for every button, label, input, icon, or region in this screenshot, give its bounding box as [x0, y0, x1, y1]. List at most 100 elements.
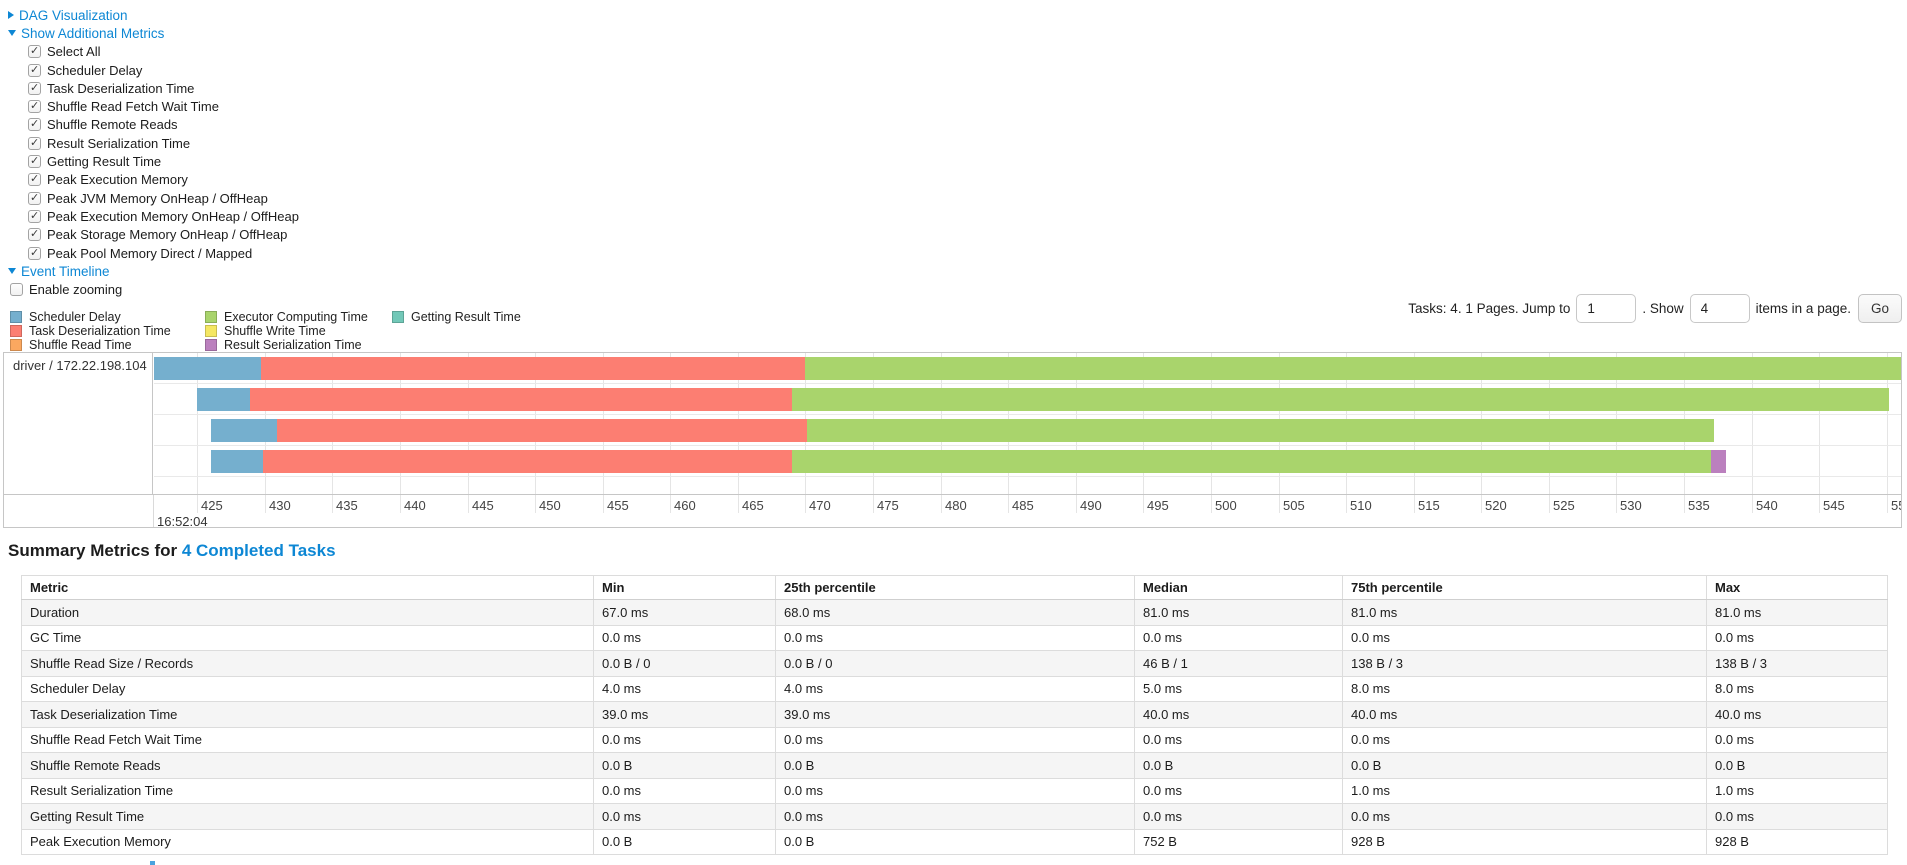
metric-checkbox[interactable] — [28, 44, 41, 59]
metric-name-cell: Shuffle Read Fetch Wait Time — [21, 726, 594, 753]
timeline-segment-result_serialization — [1711, 450, 1726, 473]
jump-to-page-input[interactable] — [1576, 294, 1637, 323]
metric-checkbox[interactable] — [28, 191, 41, 205]
axis-tick-mark — [603, 495, 604, 513]
axis-tick-mark — [1481, 495, 1482, 513]
axis-tick-label: 455 — [607, 498, 629, 513]
metric-checkbox[interactable] — [28, 209, 41, 223]
dag-visualization-toggle[interactable]: DAG Visualization — [8, 6, 299, 24]
timeline-row-separator — [154, 414, 1901, 415]
legend-label: Getting Result Time — [411, 310, 521, 324]
metric-checkbox-row: Peak Execution Memory OnHeap / OffHeap — [8, 207, 299, 225]
axis-tick-label: 490 — [1080, 498, 1102, 513]
metric-checkbox-row: Peak Pool Memory Direct / Mapped — [8, 244, 299, 262]
metric-value-cell: 81.0 ms — [1706, 599, 1888, 626]
metric-value-cell: 67.0 ms — [593, 599, 776, 626]
legend-item: Shuffle Read Time — [10, 338, 132, 352]
timeline-segment-scheduler_delay — [197, 388, 250, 411]
metric-value-cell: 0.0 ms — [1134, 624, 1343, 651]
axis-tick-label: 505 — [1283, 498, 1305, 513]
axis-tick-label: 465 — [742, 498, 764, 513]
axis-tick-mark — [805, 495, 806, 513]
metric-checkbox[interactable] — [28, 81, 41, 95]
summary-title-prefix: Summary Metrics for — [8, 541, 182, 560]
metric-name-cell: Task Deserialization Time — [21, 701, 594, 728]
table-row: Scheduler Delay 4.0 ms 4.0 ms 5.0 ms 8.0 ms 8… — [21, 675, 1888, 702]
chevron-right-icon — [8, 11, 14, 20]
metric-value-cell: 4.0 ms — [593, 675, 776, 702]
metric-value-cell: 0.0 ms — [1342, 726, 1707, 753]
grid-line — [1887, 353, 1888, 494]
enable-zooming-label: Enable zooming — [29, 282, 123, 298]
metric-value-cell: 1.0 ms — [1706, 777, 1888, 804]
timeline-group-column: driver / 172.22.198.104 — [4, 353, 153, 494]
metric-value-cell: 0.0 ms — [593, 777, 776, 804]
event-timeline-toggle[interactable]: Event Timeline — [8, 262, 299, 280]
axis-tick-mark — [1819, 495, 1820, 513]
axis-tick-label: 500 — [1215, 498, 1237, 513]
executor-group-label: driver / 172.22.198.104 — [13, 358, 147, 373]
metric-checkbox-label: Peak JVM Memory OnHeap / OffHeap — [47, 190, 268, 206]
metric-checkbox[interactable] — [28, 63, 41, 77]
timeline-plot-area — [154, 353, 1901, 494]
legend-label: Shuffle Write Time — [224, 324, 326, 338]
metric-value-cell: 0.0 B — [593, 828, 776, 855]
axis-tick-label: 530 — [1620, 498, 1642, 513]
pagination-prefix-text: Tasks: 4. 1 Pages. Jump to — [1408, 301, 1571, 316]
metric-name-cell: Shuffle Remote Reads — [21, 752, 594, 779]
metric-checkbox[interactable] — [28, 227, 41, 242]
timeline-axis: 16:52:04 425 430 435 440 445 450 455 460 465 470 4… — [4, 494, 1901, 527]
metric-value-cell: 40.0 ms — [1706, 701, 1888, 728]
axis-tick-mark — [1684, 495, 1685, 513]
enable-zooming-checkbox[interactable] — [10, 283, 23, 297]
metric-checkbox-label: Shuffle Read Fetch Wait Time — [47, 99, 219, 115]
legend-swatch — [392, 311, 404, 323]
metric-checkbox[interactable] — [28, 136, 41, 150]
timeline-segment-executor_computing — [791, 388, 1890, 411]
metric-value-cell: 0.0 ms — [775, 803, 1135, 830]
metric-value-cell: 46 B / 1 — [1134, 650, 1343, 677]
metric-checkbox-label: Result Serialization Time — [47, 135, 191, 151]
metric-value-cell: 0.0 ms — [775, 624, 1135, 651]
axis-tick-label: 535 — [1688, 498, 1710, 513]
legend-item: Shuffle Write Time — [205, 324, 326, 338]
summary-column-header: Min — [593, 575, 776, 600]
completed-tasks-link[interactable]: 4 Completed Tasks — [181, 541, 336, 560]
axis-tick-label: 485 — [1012, 498, 1034, 513]
timeline-segment-scheduler_delay — [154, 357, 261, 380]
metric-checkbox[interactable] — [28, 172, 41, 187]
legend-item: Task Deserialization Time — [10, 324, 171, 338]
metric-checkbox-row: Getting Result Time — [8, 152, 299, 170]
metric-checkbox[interactable] — [28, 117, 41, 132]
items-per-page-input[interactable] — [1689, 294, 1750, 323]
timeline-segment-scheduler_delay — [210, 450, 264, 473]
metric-value-cell: 0.0 B — [775, 752, 1135, 779]
metric-checkbox-label: Peak Execution Memory — [47, 172, 188, 188]
metric-value-cell: 81.0 ms — [1134, 599, 1343, 626]
metric-value-cell: 8.0 ms — [1342, 675, 1707, 702]
axis-tick-mark — [1887, 495, 1888, 513]
axis-tick-label: 440 — [404, 498, 426, 513]
metric-checkbox[interactable] — [28, 246, 41, 260]
go-button[interactable]: Go — [1857, 294, 1902, 323]
metric-value-cell: 0.0 ms — [1706, 726, 1888, 753]
axis-tick-label: 480 — [945, 498, 967, 513]
axis-tick-mark — [1008, 495, 1009, 513]
timeline-segment-executor_computing — [805, 357, 1901, 380]
metric-checkbox-label: Getting Result Time — [47, 154, 162, 170]
metric-checkbox[interactable] — [28, 154, 41, 169]
axis-tick-mark — [738, 495, 739, 513]
metric-checkbox-label: Select All — [47, 44, 101, 60]
timeline-segment-executor_computing — [806, 419, 1714, 442]
axis-tick-mark — [670, 495, 671, 513]
legend-item: Scheduler Delay — [10, 310, 121, 324]
metric-checkbox[interactable] — [28, 99, 41, 114]
legend-swatch — [10, 339, 22, 351]
chevron-down-icon — [8, 268, 16, 275]
axis-tick-label: 450 — [539, 498, 561, 513]
metric-value-cell: 0.0 ms — [1706, 624, 1888, 651]
event-timeline-label: Event Timeline — [21, 263, 110, 279]
metric-value-cell: 68.0 ms — [775, 599, 1135, 626]
summary-column-header: 25th percentile — [775, 575, 1135, 600]
show-additional-metrics-toggle[interactable]: Show Additional Metrics — [8, 24, 299, 42]
